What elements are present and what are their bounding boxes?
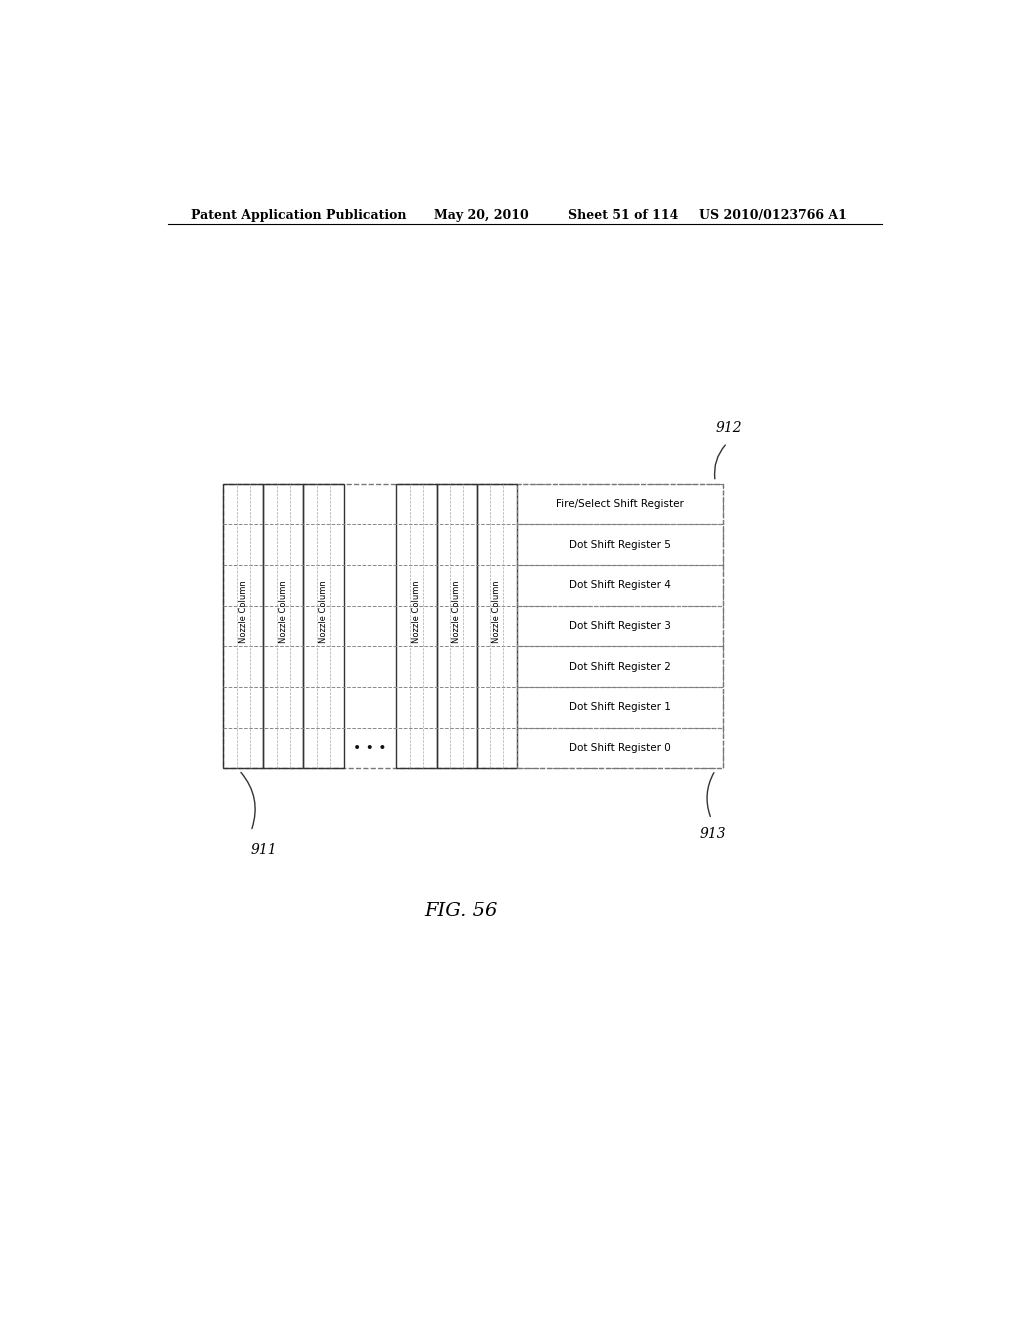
Text: Dot Shift Register 2: Dot Shift Register 2 (569, 661, 671, 672)
Bar (223, 483, 723, 768)
Text: Nozzle Column: Nozzle Column (279, 581, 288, 643)
Bar (396, 483, 436, 768)
Text: May 20, 2010: May 20, 2010 (433, 209, 528, 222)
Text: Fire/Select Shift Register: Fire/Select Shift Register (556, 499, 684, 510)
Text: Dot Shift Register 0: Dot Shift Register 0 (569, 743, 671, 752)
Text: Patent Application Publication: Patent Application Publication (191, 209, 407, 222)
Text: Nozzle Column: Nozzle Column (453, 581, 461, 643)
Bar (263, 483, 303, 768)
Text: 913: 913 (699, 828, 726, 841)
Bar (517, 686, 723, 727)
Bar (436, 483, 477, 768)
Text: US 2010/0123766 A1: US 2010/0123766 A1 (699, 209, 847, 222)
Bar (517, 647, 723, 686)
Text: Nozzle Column: Nozzle Column (319, 581, 328, 643)
Text: Nozzle Column: Nozzle Column (239, 581, 248, 643)
Text: Dot Shift Register 3: Dot Shift Register 3 (569, 620, 671, 631)
Bar (517, 727, 723, 768)
Text: Dot Shift Register 4: Dot Shift Register 4 (569, 581, 671, 590)
Bar (517, 565, 723, 606)
Bar (517, 606, 723, 647)
Bar (517, 524, 723, 565)
Bar (223, 483, 263, 768)
Bar (517, 483, 723, 524)
Bar (477, 483, 517, 768)
Text: Nozzle Column: Nozzle Column (493, 581, 502, 643)
Text: Sheet 51 of 114: Sheet 51 of 114 (568, 209, 679, 222)
Text: Dot Shift Register 5: Dot Shift Register 5 (569, 540, 671, 549)
Text: Nozzle Column: Nozzle Column (412, 581, 421, 643)
Bar (303, 483, 344, 768)
Text: 911: 911 (251, 842, 278, 857)
Text: 912: 912 (715, 421, 742, 434)
Text: FIG. 56: FIG. 56 (425, 902, 498, 920)
Text: Dot Shift Register 1: Dot Shift Register 1 (569, 702, 671, 713)
Text: • • •: • • • (353, 741, 387, 755)
